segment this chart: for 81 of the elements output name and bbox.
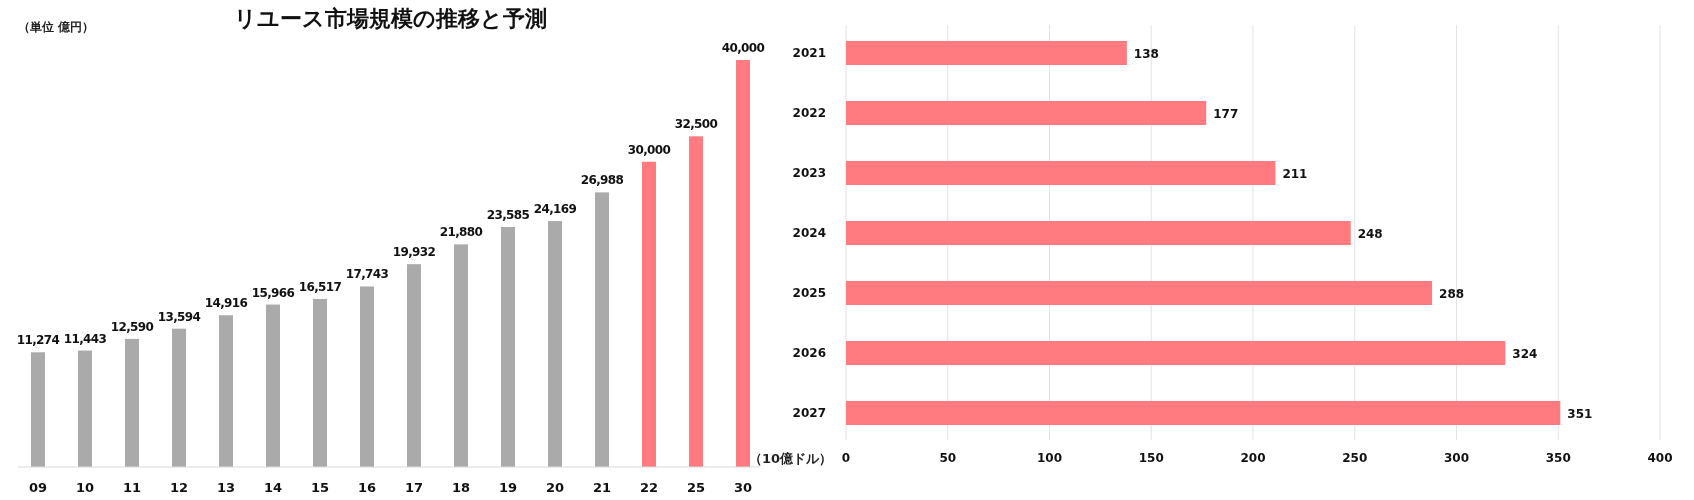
bar xyxy=(501,227,515,467)
bar xyxy=(846,341,1506,365)
bar xyxy=(595,192,609,467)
data-label: 11,443 xyxy=(63,331,107,346)
data-label: 19,932 xyxy=(392,245,436,260)
x-tick-label: 21 xyxy=(592,480,612,495)
data-label: 288 xyxy=(1439,287,1465,301)
chart-title: リユース市場規模の推移と予測 xyxy=(233,6,547,31)
bar xyxy=(78,350,92,467)
y-tick-label: 2023 xyxy=(792,166,826,180)
data-label: 14,916 xyxy=(204,296,248,311)
x-tick-label: 22 xyxy=(639,480,659,495)
x-tick-label: 10 xyxy=(75,480,95,495)
bar xyxy=(846,161,1276,185)
bar xyxy=(846,41,1127,65)
x-tick-label: 250 xyxy=(1342,451,1368,465)
x-tick-label: 0 xyxy=(841,451,851,465)
x-tick-label: 16 xyxy=(357,480,377,495)
x-tick-label: 12 xyxy=(169,480,189,495)
x-tick-label: 18 xyxy=(451,480,471,495)
y-tick-label: 2027 xyxy=(792,406,826,420)
bar xyxy=(548,221,562,467)
bar xyxy=(846,101,1207,125)
data-label: 32,500 xyxy=(674,117,718,132)
data-label: 13,594 xyxy=(157,309,201,324)
bar xyxy=(125,338,139,467)
y-tick-label: 2025 xyxy=(792,286,826,300)
x-tick-label: 11 xyxy=(122,480,142,495)
x-tick-label: 19 xyxy=(498,480,518,495)
data-label: 16,517 xyxy=(298,279,342,294)
bar xyxy=(407,264,421,467)
y-tick-label: 2024 xyxy=(792,226,826,240)
data-label: 26,988 xyxy=(580,173,624,188)
y-tick-label: 2022 xyxy=(792,106,826,120)
bar xyxy=(172,328,186,467)
x-tick-label: 100 xyxy=(1036,451,1063,465)
x-axis-title: （10億ドル） xyxy=(748,451,832,466)
y-axis-title: （単位 億円） xyxy=(18,20,95,34)
y-tick-label: 2021 xyxy=(792,46,826,60)
x-tick-label: 200 xyxy=(1240,451,1266,465)
y-tick-label: 2026 xyxy=(792,346,826,360)
x-tick-label: 13 xyxy=(216,480,236,495)
x-tick-label: 50 xyxy=(939,451,957,465)
bar xyxy=(846,281,1433,305)
data-label: 24,169 xyxy=(533,202,577,217)
data-label: 23,585 xyxy=(486,208,530,223)
bar xyxy=(454,244,468,467)
bar xyxy=(31,352,45,467)
x-tick-label: 400 xyxy=(1647,451,1673,465)
data-label: 248 xyxy=(1357,227,1383,241)
x-tick-label: 30 xyxy=(733,480,753,495)
data-label: 138 xyxy=(1133,47,1159,61)
bar xyxy=(736,60,750,467)
data-label: 324 xyxy=(1512,347,1538,361)
bar xyxy=(219,315,233,467)
x-tick-label: 17 xyxy=(404,480,424,495)
x-tick-label: 25 xyxy=(686,480,706,495)
bar xyxy=(642,161,656,467)
bar xyxy=(313,298,327,467)
x-tick-label: 15 xyxy=(310,480,330,495)
data-label: 11,274 xyxy=(16,333,60,348)
data-label: 15,966 xyxy=(251,285,295,300)
data-label: 30,000 xyxy=(627,142,671,157)
bar xyxy=(360,286,374,467)
data-label: 351 xyxy=(1567,407,1593,421)
x-tick-label: 20 xyxy=(545,480,565,495)
data-label: 21,880 xyxy=(439,225,483,240)
bar xyxy=(846,401,1561,425)
data-label: 12,590 xyxy=(110,319,154,334)
data-label: 17,743 xyxy=(345,267,389,282)
bar xyxy=(689,136,703,467)
x-tick-label: 14 xyxy=(263,480,283,495)
bar xyxy=(846,221,1351,245)
data-label: 40,000 xyxy=(721,41,765,55)
bar xyxy=(266,304,280,467)
x-tick-label: 09 xyxy=(28,480,48,495)
data-label: 211 xyxy=(1282,167,1308,181)
data-label: 177 xyxy=(1213,107,1239,121)
x-tick-label: 300 xyxy=(1443,451,1470,465)
x-tick-label: 350 xyxy=(1545,451,1571,465)
x-tick-label: 150 xyxy=(1138,451,1164,465)
